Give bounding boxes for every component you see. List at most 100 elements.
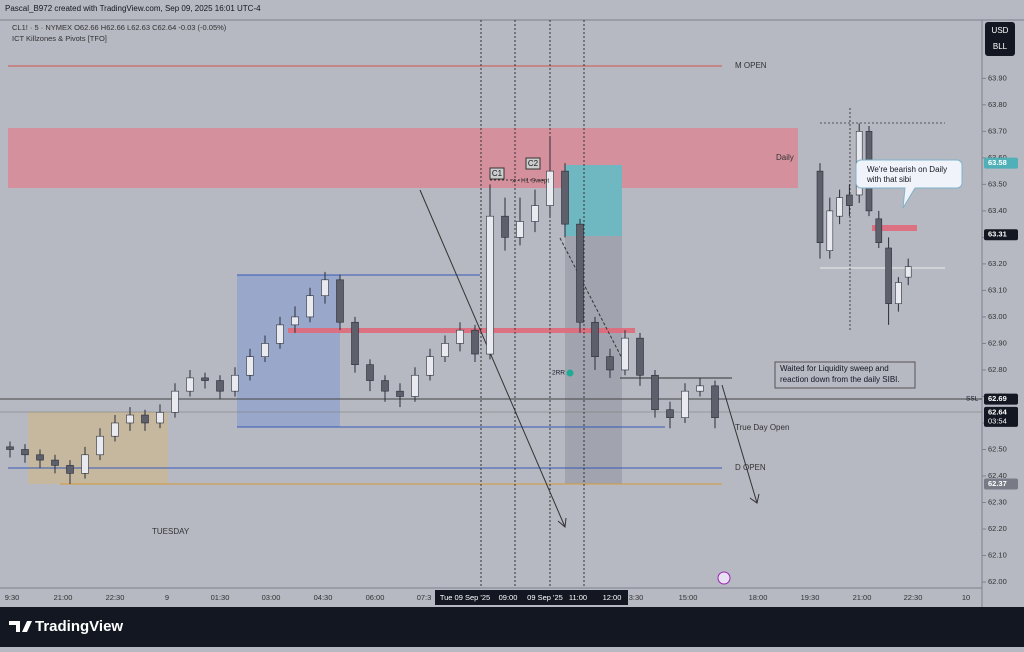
candle-body [6,446,14,450]
price-label: 63.58 [988,158,1007,167]
price-label-box [984,229,1018,241]
check-icon [566,369,574,377]
candle-body [36,454,44,461]
candle-body [201,377,209,381]
blue-zone [237,275,340,427]
x-tick-label: 22:30 [904,593,923,602]
candle-body [216,380,224,392]
x-cursor-label: 09 Sep '25 [527,593,563,602]
unit[interactable]: BLL [993,42,1008,51]
c2-box [525,157,541,170]
y-tick-label: 63.60 [988,153,1007,162]
candle-body [576,223,584,323]
price-label-box [984,393,1018,405]
candle-body [276,324,284,344]
price-axis [982,20,1024,607]
x-tick-label: 21:00 [853,593,872,602]
currency[interactable]: USD [992,26,1009,35]
y-tick-label: 62.90 [988,338,1007,347]
y-tick-label: 63.40 [988,206,1007,215]
bubble [855,159,963,209]
candle-body [636,337,644,376]
x-tick-label: 3:30 [629,593,644,602]
x-tick-label: 03:00 [262,593,281,602]
x-cursor-label: 09:00 [499,593,518,602]
candle-body [846,194,853,206]
y-tick-label: 63.70 [988,126,1007,135]
y-tick-label: 63.10 [988,285,1007,294]
candle-body [381,380,389,392]
price-label-box [984,157,1018,169]
sibi-band-inset [872,225,917,231]
candle-body [186,377,194,392]
price-label-box [984,406,1018,427]
c2-label: C2 [528,159,539,168]
c1-box [489,167,505,180]
y-tick-label: 62.80 [988,365,1007,374]
indicator: ICT Killzones & Pivots [TFO] [12,34,107,43]
price-label-box [984,478,1018,490]
x-cursor-label: Tue 09 Sep '25 [440,593,490,602]
x-tick-label: 9:30 [5,593,20,602]
swept-label: x - H1 Swept [512,178,549,185]
candle-body [246,356,254,376]
price-label-time: 03:54 [988,416,1007,425]
x-tick-label: 19:30 [801,593,820,602]
price-label: 62.64 [988,407,1008,416]
candle-body [516,221,524,238]
candle-body [666,409,674,418]
true-day-open-label: True Day Open [735,423,789,432]
candle-body [96,435,104,456]
candle-body [261,343,269,357]
candle-body [366,364,374,381]
price-label: 62.37 [988,479,1007,488]
rr-label: 2RR [552,370,565,377]
arrow-head [557,517,567,528]
x-tick-label: 06:00 [366,593,385,602]
session-label: TUESDAY [152,527,190,536]
x-cursor-label: 11:00 [569,593,587,602]
y-tick-label: 62.40 [988,471,1007,480]
m-open-label: M OPEN [735,61,767,70]
candle-body [321,279,329,297]
candle-body [531,205,539,222]
daily-zone [8,128,798,188]
x-tick-label: 07:3 [417,593,432,602]
event-icon[interactable] [717,571,731,585]
candle-body [351,321,359,365]
y-tick-label: 62.30 [988,497,1007,506]
currency-box[interactable] [985,22,1015,56]
candle-body [836,197,843,217]
candle-body [456,329,464,344]
target-zone [565,165,622,236]
candle-body [51,459,59,466]
candle-body [711,385,719,418]
x-tick-label: 18:00 [749,593,768,602]
y-tick-label: 62.00 [988,577,1007,586]
candle-body [816,170,824,243]
candle-body [231,374,239,392]
bubble-text: We're bearish on Daily [867,165,947,174]
candle-body [441,343,449,357]
candle-body [306,295,314,318]
symbol-legend: CL1! · 5 · NYMEX O62.66 H62.66 L62.63 C6… [12,23,227,32]
x-tick-label: 21:00 [54,593,73,602]
logo [9,621,32,632]
candle-body [696,385,704,392]
candle-body [546,170,554,206]
footer-brand: TradingView [35,618,123,635]
price-label: 62.69 [988,394,1007,403]
candle-body [875,218,883,243]
arrow-head [749,493,760,504]
candle-body [681,390,689,418]
candle-body [426,356,434,376]
x-tick-label: 04:30 [314,593,333,602]
candle-body [396,390,404,397]
x-tick-label: 10 [962,593,970,602]
y-tick-label: 62.20 [988,524,1007,533]
footer [0,607,1024,647]
y-tick-label: 63.90 [988,73,1007,82]
